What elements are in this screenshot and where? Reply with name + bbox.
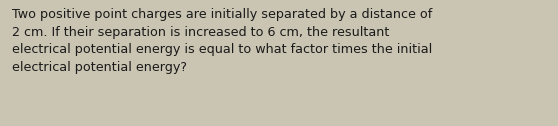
Text: Two positive point charges are initially separated by a distance of
2 cm. If the: Two positive point charges are initially… bbox=[12, 8, 432, 73]
